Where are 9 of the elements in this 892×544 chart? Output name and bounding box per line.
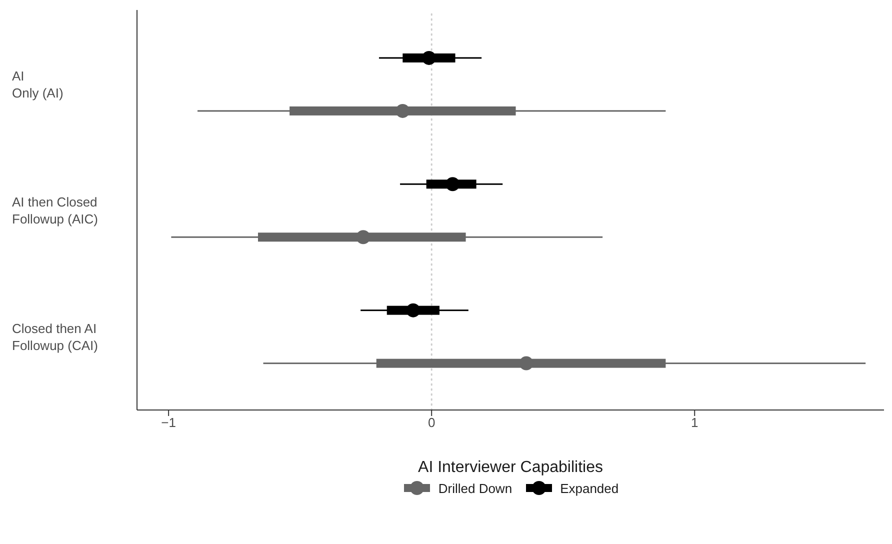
y-tick-label: AI then Closed Followup (AIC) xyxy=(12,194,98,227)
x-tick-label: −1 xyxy=(161,415,176,430)
x-axis-title: AI Interviewer Capabilities xyxy=(418,459,603,476)
x-tick-label: 0 xyxy=(428,415,436,430)
y-tick-label: Closed then AI Followup (CAI) xyxy=(12,320,98,353)
legend-label: Drilled Down xyxy=(438,480,512,496)
legend-label: Expanded xyxy=(560,480,619,496)
x-tick-label: 1 xyxy=(691,415,698,430)
y-tick-label: AI Only (AI) xyxy=(12,68,64,100)
